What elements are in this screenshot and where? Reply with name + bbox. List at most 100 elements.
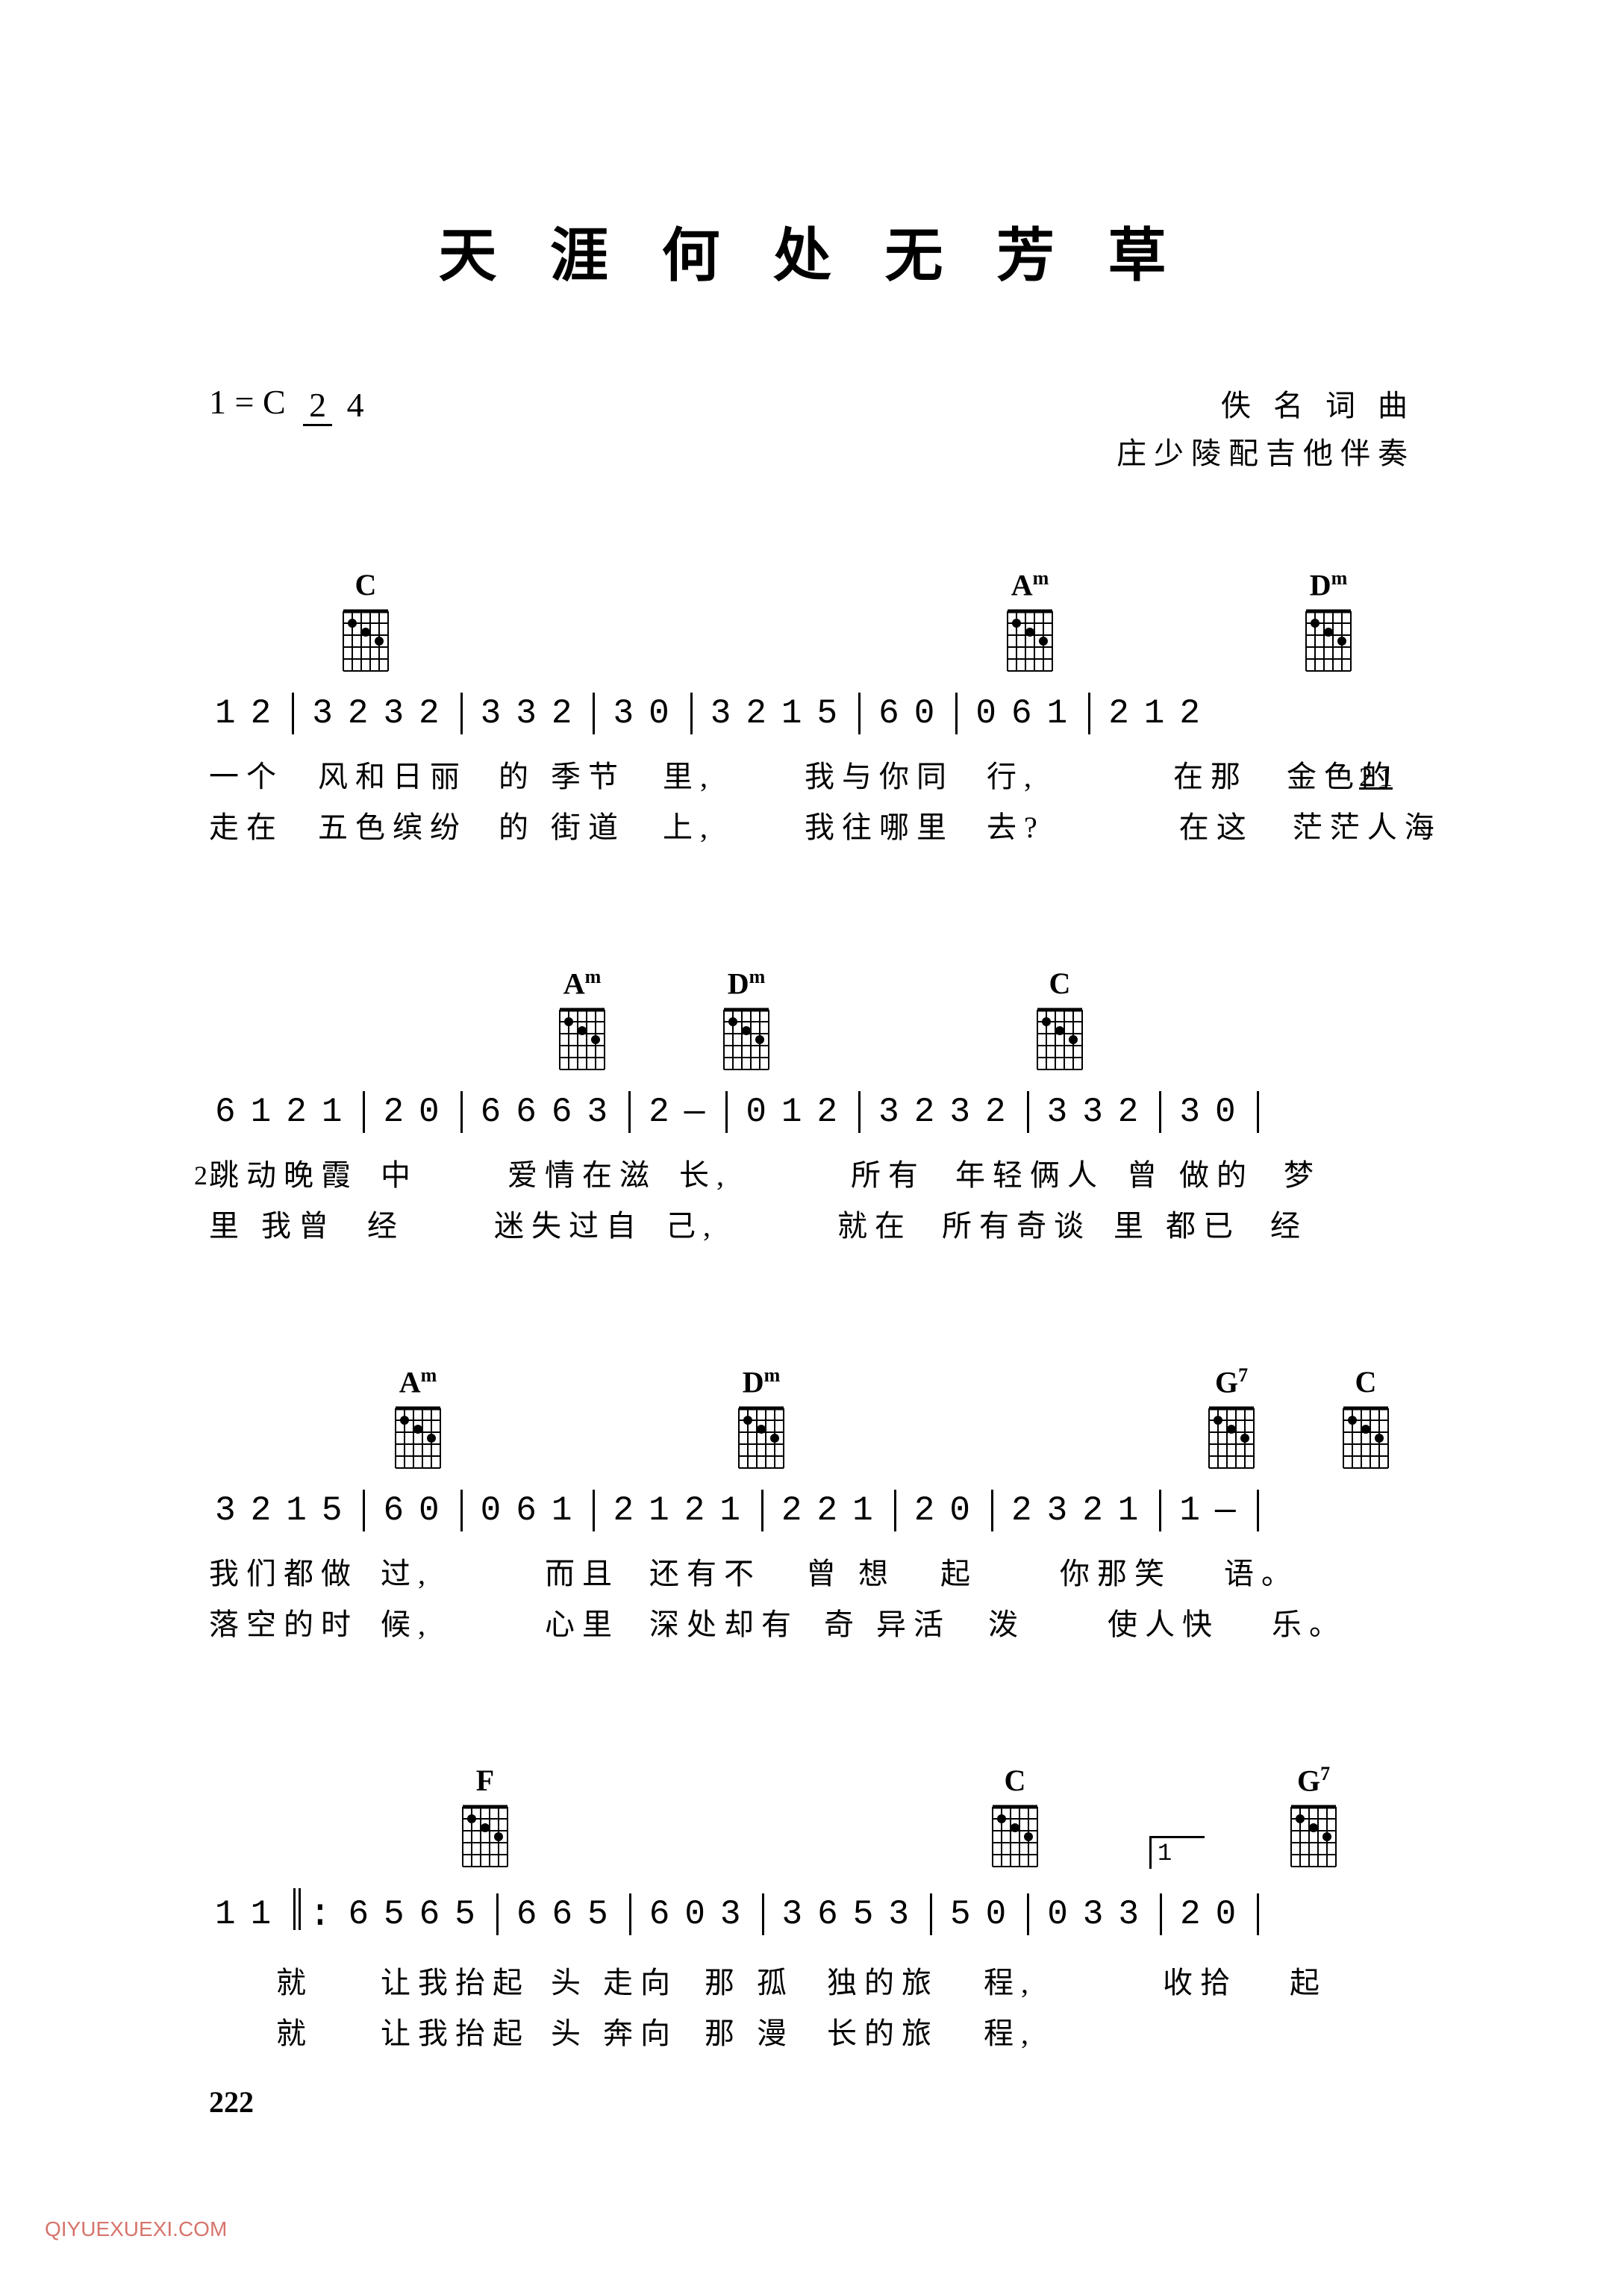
barline	[1027, 1091, 1029, 1133]
volta-bracket: 1	[1149, 1836, 1205, 1869]
note: 3	[1083, 1895, 1107, 1934]
note: 2	[985, 1093, 1009, 1131]
note: 0	[1215, 1093, 1239, 1131]
lyric-row-1: 跳动晚霞中爱情在滋长,所有年轻俩人曾 做的梦	[209, 1151, 1415, 1194]
lyric-segment: 头 走向	[551, 1966, 678, 1999]
note: 5	[384, 1895, 407, 1934]
notation-row: 12323233230321560061212	[209, 693, 1415, 734]
lyric-segment: 迷失过自	[494, 1209, 643, 1243]
lyric-row-2: 落空的时候,心里深处却有奇 异活泼使人快乐。	[209, 1600, 1415, 1643]
note: 2	[1082, 1491, 1106, 1530]
barline	[460, 1091, 463, 1133]
note: 1	[552, 1491, 575, 1530]
note: 2	[1118, 1093, 1142, 1131]
lyric-segment: 过,	[381, 1557, 433, 1590]
lyric-segment: 我们都做	[209, 1557, 358, 1590]
note: 1	[251, 1093, 275, 1131]
note: 0	[649, 694, 672, 733]
lyric-segment: 五色缤纷	[318, 811, 467, 844]
note: 0	[1047, 1895, 1071, 1934]
note: 3	[383, 694, 407, 733]
chord-diagram-box: C	[1336, 1364, 1396, 1479]
credit-line-2: 庄少陵配吉他伴奏	[1116, 430, 1415, 478]
note: —	[1215, 1491, 1239, 1530]
song-title: 天 涯 何 处 无 芳 草	[209, 209, 1415, 293]
chord-diagram-box: C	[985, 1763, 1045, 1878]
chord-row: CAmDm	[209, 567, 1415, 679]
barline	[955, 693, 958, 734]
extra-notation-before: 2	[194, 1160, 207, 1191]
lyric-segment: 去?	[987, 811, 1045, 844]
lyric-row-1: 我们都做过,而且还有不曾 想起你那笑语。	[209, 1549, 1415, 1593]
note: —	[684, 1093, 708, 1131]
note: 6	[817, 1895, 841, 1934]
note: 2	[817, 1093, 841, 1131]
note: 2	[817, 1491, 841, 1530]
note: 6	[552, 1093, 575, 1131]
notation-row: 32156006121212212023211—	[209, 1490, 1415, 1531]
note: 3	[710, 694, 734, 733]
music-line: FCG7111:656566560336535003320就让我抬起头 走向那 …	[209, 1763, 1415, 2052]
notation-row: 61212066632—012323233230	[209, 1091, 1415, 1133]
chord-name: Dm	[1299, 567, 1358, 602]
note: 1	[286, 1491, 310, 1530]
lyric-row-2: 就让我抬起头 奔向那 漫长的旅程,	[209, 2009, 1415, 2052]
note: 2	[1179, 694, 1203, 733]
note: 6	[516, 1093, 540, 1131]
lyric-segment: 梦	[1284, 1158, 1321, 1192]
note: 3	[481, 694, 505, 733]
note: 3	[1179, 1093, 1203, 1131]
lyric-segment: 心里	[545, 1608, 619, 1641]
note: 3	[613, 694, 637, 733]
watermark: QIYUEXUEXI.COM	[45, 2217, 227, 2241]
lyric-segment: 里 我曾	[209, 1209, 336, 1243]
barline	[628, 1091, 631, 1133]
note: 2	[1180, 1895, 1204, 1934]
note: 0	[986, 1895, 1010, 1934]
lyric-segment: 在那	[1173, 760, 1248, 793]
chord-diagram-box: C	[1030, 966, 1090, 1081]
note: 3	[215, 1491, 239, 1530]
note: 3	[587, 1093, 610, 1131]
lyric-segment: 风和日丽	[318, 760, 467, 793]
barline	[496, 1893, 499, 1935]
lyric-segment: 独的旅	[827, 1966, 939, 1999]
note: 1	[215, 1895, 239, 1934]
barline	[593, 1490, 595, 1531]
barline	[1088, 693, 1090, 734]
credits: 佚 名 词 曲 庄少陵配吉他伴奏	[1116, 382, 1415, 478]
note: 0	[746, 1093, 769, 1131]
lyric-segment: 起	[940, 1557, 978, 1590]
chord-diagram-box: Dm	[716, 966, 776, 1081]
chord-diagram-box: C	[336, 567, 396, 682]
barline	[363, 1490, 365, 1531]
note: 0	[949, 1491, 973, 1530]
lyric-segment: 候,	[381, 1608, 433, 1641]
lyric-segment: 深处却有	[649, 1608, 799, 1641]
chord-name: G7	[1284, 1763, 1343, 1798]
note: 3	[1047, 1491, 1071, 1530]
lyric-segment: 在这	[1179, 811, 1254, 844]
note: 3	[1047, 1093, 1071, 1131]
note: 1	[1118, 1491, 1142, 1530]
barline	[460, 693, 463, 734]
chord-row: AmDmG7C	[209, 1364, 1415, 1476]
note: 6	[419, 1895, 443, 1934]
note: 5	[817, 694, 841, 733]
note: 0	[419, 1093, 443, 1131]
note: 1	[322, 1093, 346, 1131]
note: 5	[587, 1895, 611, 1934]
barline	[1257, 1490, 1259, 1531]
note: 2	[251, 1491, 275, 1530]
note: 2	[613, 1491, 637, 1530]
lyric-segment: 经	[1270, 1209, 1308, 1243]
chord-diagram-box: Am	[388, 1364, 448, 1479]
lyric-segment: 己,	[666, 1209, 718, 1243]
note: 6	[516, 1895, 540, 1934]
note: 0	[975, 694, 999, 733]
lyric-segment: 起	[1290, 1966, 1327, 1999]
lyric-segment: 曾 想	[806, 1557, 896, 1590]
lyric-segment: 语。	[1224, 1557, 1299, 1590]
lyric-segment: 泼	[988, 1608, 1025, 1641]
barline	[460, 1490, 463, 1531]
